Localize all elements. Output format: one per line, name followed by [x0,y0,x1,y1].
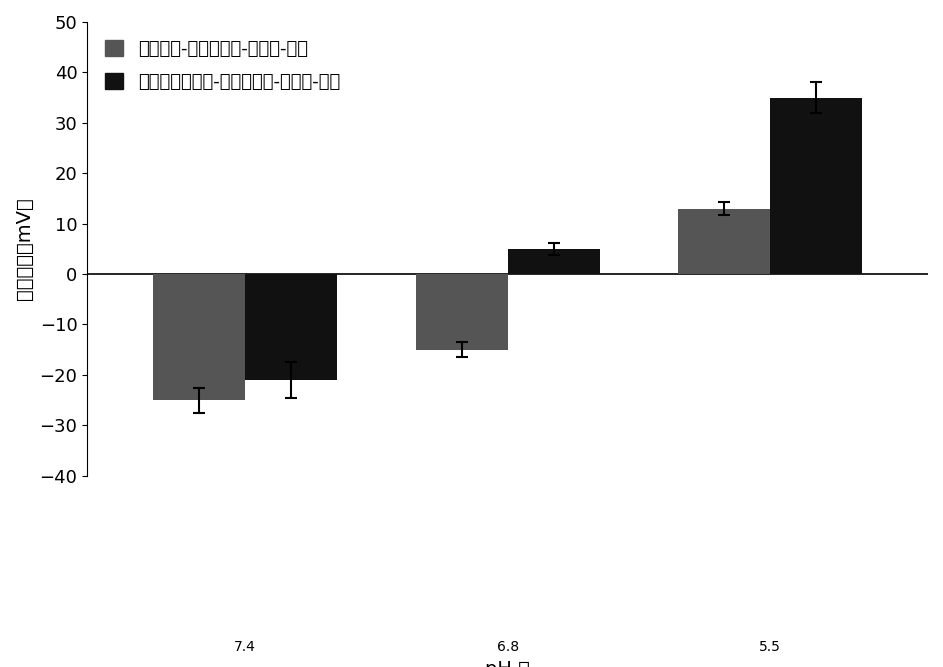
Bar [678,209,770,274]
Bar [507,249,600,274]
Bar [770,97,862,274]
Y-axis label: 表面电荷（mV）: 表面电荷（mV） [15,197,34,300]
Bar [416,274,507,350]
Legend: 柠康酸酐-二代赖氨酸-谷氨酸-油胺, 二甲基马来酸酐-二代赖氨酸-谷氨酸-油胺: 柠康酸酐-二代赖氨酸-谷氨酸-油胺, 二甲基马来酸酐-二代赖氨酸-谷氨酸-油胺 [96,31,349,100]
Bar [153,274,245,400]
Bar [245,274,337,380]
X-axis label: pH 值: pH 值 [485,660,530,667]
